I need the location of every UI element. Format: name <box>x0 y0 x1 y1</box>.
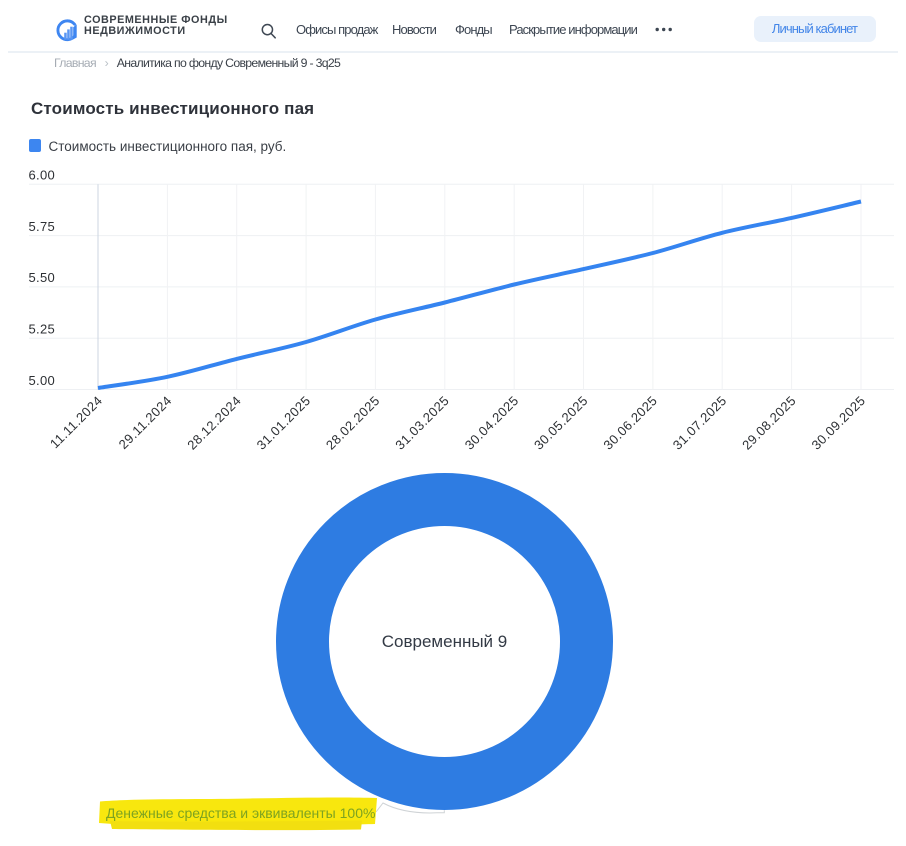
svg-text:11.11.2024: 11.11.2024 <box>47 393 105 451</box>
svg-text:30.04.2025: 30.04.2025 <box>462 393 522 453</box>
svg-text:6.00: 6.00 <box>29 168 56 183</box>
svg-text:Современный 9: Современный 9 <box>382 632 507 651</box>
svg-text:29.08.2025: 29.08.2025 <box>739 393 799 453</box>
svg-text:29.11.2024: 29.11.2024 <box>116 393 175 452</box>
svg-text:31.03.2025: 31.03.2025 <box>392 393 452 453</box>
svg-text:30.06.2025: 30.06.2025 <box>600 393 660 453</box>
svg-text:28.02.2025: 28.02.2025 <box>323 393 383 453</box>
svg-text:30.05.2025: 30.05.2025 <box>531 393 591 453</box>
svg-text:31.01.2025: 31.01.2025 <box>254 393 314 453</box>
svg-text:28.12.2024: 28.12.2024 <box>184 393 244 453</box>
svg-text:Денежные средства и эквивалент: Денежные средства и эквиваленты 100% <box>106 805 375 821</box>
svg-text:5.25: 5.25 <box>29 322 56 337</box>
svg-text:31.07.2025: 31.07.2025 <box>670 393 730 453</box>
svg-text:30.09.2025: 30.09.2025 <box>809 393 869 453</box>
svg-text:5.50: 5.50 <box>29 270 56 285</box>
svg-text:5.75: 5.75 <box>29 219 56 234</box>
svg-text:5.00: 5.00 <box>29 373 56 388</box>
